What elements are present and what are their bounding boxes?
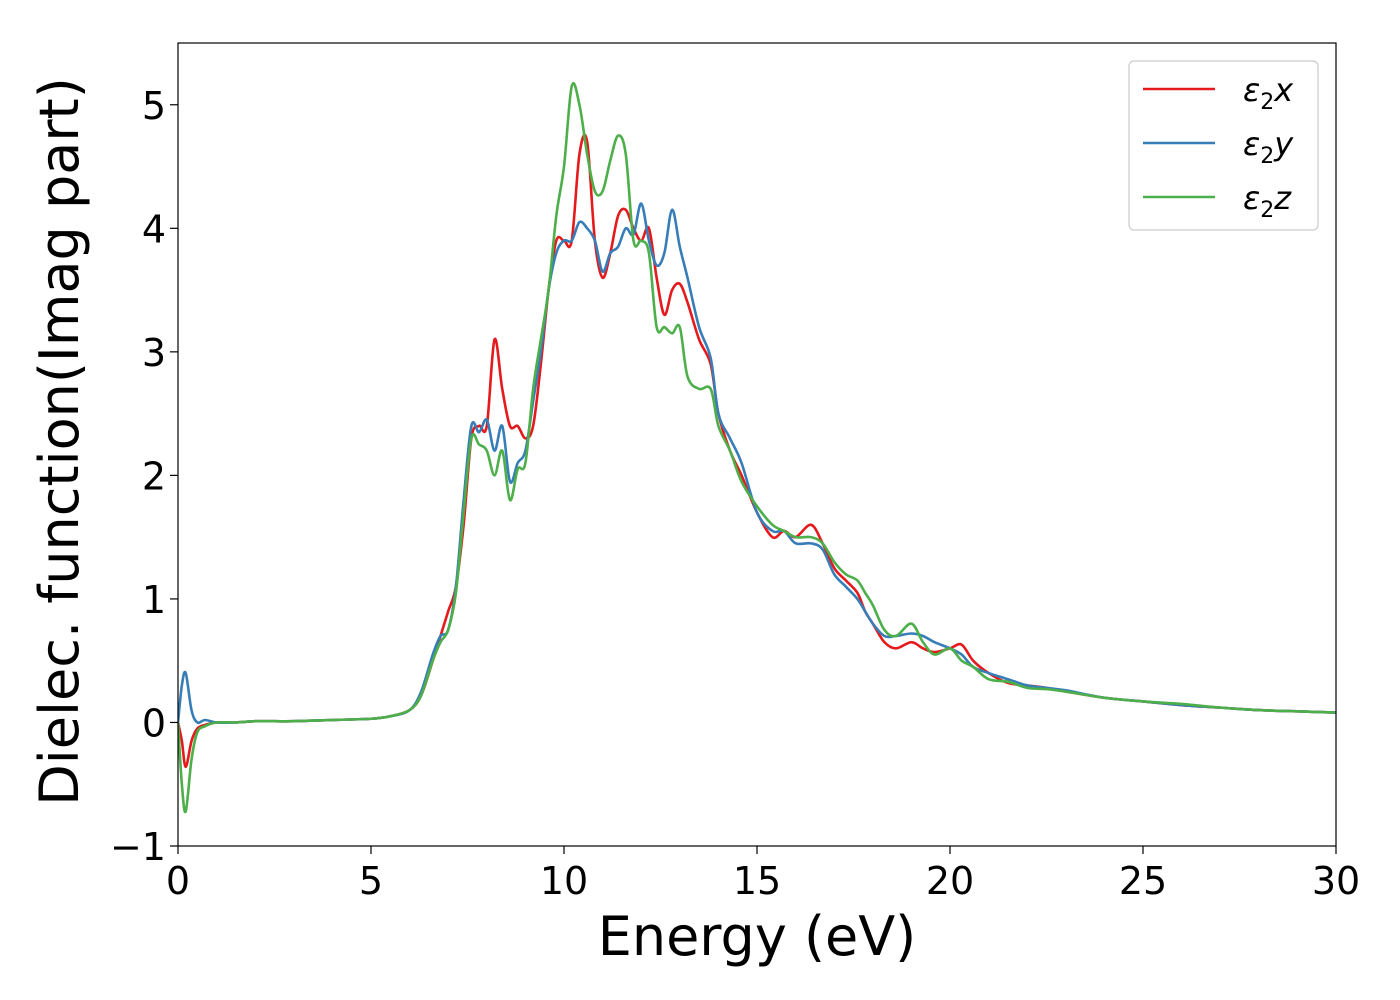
x-tick-label: 5 [359, 859, 383, 903]
series-line-z [178, 81, 1336, 814]
y-tick-label: 1 [142, 578, 166, 622]
legend-box [1128, 60, 1319, 231]
x-tick-label: 30 [1312, 859, 1360, 903]
y-tick-label: 4 [142, 207, 166, 251]
x-tick-label: 10 [540, 859, 588, 903]
x-axis-title: Energy (eV) [598, 905, 917, 968]
x-tick-label: 15 [733, 859, 781, 903]
y-axis-title: Dielec. function(Imag part) [28, 77, 91, 806]
legend: ε2x ε2y ε2z [1128, 60, 1319, 231]
legend-label-y: ε2y [1243, 125, 1294, 169]
legend-label-z: ε2z [1243, 179, 1292, 223]
y-tick-label: 5 [142, 84, 166, 128]
y-tick-label: 2 [142, 454, 166, 498]
x-tick-label: 20 [926, 859, 974, 903]
y-tick-label: −1 [110, 825, 166, 869]
series-line-y [178, 202, 1336, 725]
series-layer [178, 81, 1336, 814]
y-tick-label: 3 [142, 331, 166, 375]
x-tick-label: 25 [1119, 859, 1167, 903]
y-tick-label: 0 [142, 701, 166, 745]
x-tick-label: 0 [166, 859, 190, 903]
legend-label-x: ε2x [1243, 71, 1294, 115]
